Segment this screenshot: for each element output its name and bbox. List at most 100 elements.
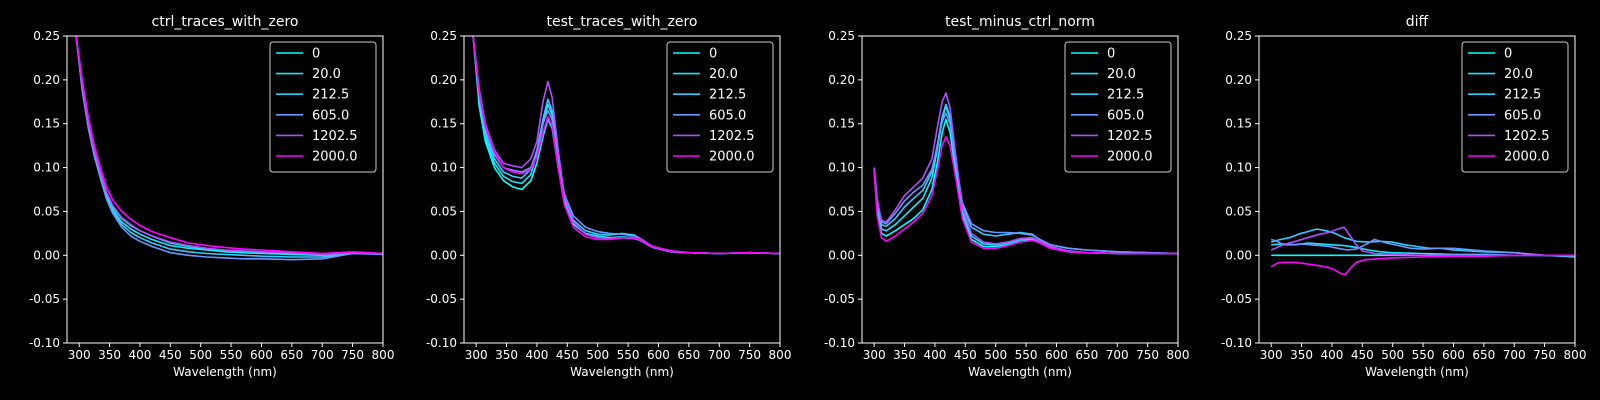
y-tick-label: 0.00 xyxy=(828,248,855,262)
series-line-1202.5 xyxy=(75,36,383,256)
series-line-605.0 xyxy=(75,36,383,261)
y-tick-label: 0.25 xyxy=(33,29,60,43)
y-tick-label: 0.05 xyxy=(1225,204,1252,218)
y-tick-label: 0.00 xyxy=(1225,248,1252,262)
y-tick-label: 0.05 xyxy=(828,204,855,218)
x-tick-label: 600 xyxy=(1045,348,1068,362)
y-tick-label: 0.10 xyxy=(1225,161,1252,175)
y-tick-label: 0.25 xyxy=(828,29,855,43)
series-line-605.0 xyxy=(1270,238,1575,257)
x-tick-label: 650 xyxy=(1472,348,1495,362)
x-tick-label: 300 xyxy=(1260,348,1283,362)
axes-frame xyxy=(463,35,781,344)
y-tick-label: 0.15 xyxy=(430,117,457,131)
y-tick-label: 0.25 xyxy=(1225,29,1252,43)
x-tick-label: 350 xyxy=(893,348,916,362)
y-tick-label: 0.20 xyxy=(430,73,457,87)
x-tick-label: 750 xyxy=(341,348,364,362)
series-line-1202.5 xyxy=(472,36,780,255)
y-tick-label: 0.20 xyxy=(33,73,60,87)
y-tick-label: -0.05 xyxy=(1221,292,1252,306)
x-tick-label: 600 xyxy=(250,348,273,362)
series-line-1202.5 xyxy=(1270,226,1575,257)
legend-entry: 0 xyxy=(709,47,717,62)
chart-panel-1: ctrl_traces_with_zero 300 350 400 450 500 550 6… xyxy=(29,14,395,379)
legend: 0 20.0 212.5 605.0 1202.5 2000.0 xyxy=(1461,41,1569,173)
legend-entry: 605.0 xyxy=(1107,108,1144,123)
legend-entry: 2000.0 xyxy=(709,150,755,165)
legend-entry: 605.0 xyxy=(312,108,349,123)
legend-entry: 20.0 xyxy=(709,67,738,82)
x-tick-label: 600 xyxy=(1442,348,1465,362)
x-tick-label: 750 xyxy=(738,348,761,362)
y-tick-label: 0.20 xyxy=(1225,73,1252,87)
x-tick-label: 450 xyxy=(954,348,977,362)
legend-entry: 20.0 xyxy=(312,67,341,82)
x-tick-label: 550 xyxy=(220,348,243,362)
x-tick-label: 750 xyxy=(1533,348,1556,362)
legend-box xyxy=(269,41,377,173)
x-tick-label: 700 xyxy=(311,348,334,362)
chart-panel-4: diff 300 350 400 450 500 550 600 650 700 750 800 -0.… xyxy=(1221,14,1587,379)
x-axis-label: Wavelength (nm) xyxy=(173,365,277,379)
x-tick-label: 750 xyxy=(1136,348,1159,362)
x-tick-label: 450 xyxy=(1351,348,1374,362)
x-tick-label: 400 xyxy=(1320,348,1343,362)
legend-entry: 1202.5 xyxy=(312,129,358,144)
x-tick-label: 700 xyxy=(1503,348,1526,362)
x-tick-label: 800 xyxy=(1167,348,1190,362)
legend-entry: 212.5 xyxy=(312,88,349,103)
legend-entry: 1202.5 xyxy=(709,129,755,144)
axes-frame xyxy=(1258,35,1576,344)
y-tick-label: -0.05 xyxy=(426,292,457,306)
series-line-212.5 xyxy=(1270,228,1575,258)
legend-entry: 1202.5 xyxy=(1107,129,1153,144)
x-axis-label: Wavelength (nm) xyxy=(968,365,1072,379)
chart-panel-3: test_minus_ctrl_norm 300 350 400 450 500 550 60… xyxy=(824,14,1190,379)
y-tick-label: 0.15 xyxy=(1225,117,1252,131)
y-tick-label: 0.15 xyxy=(33,117,60,131)
x-tick-label: 500 xyxy=(586,348,609,362)
series-group xyxy=(873,92,1178,255)
x-tick-label: 350 xyxy=(98,348,121,362)
series-line-2000.0 xyxy=(873,136,1178,255)
legend-box xyxy=(666,41,774,173)
y-tick-label: 0.25 xyxy=(430,29,457,43)
y-tick-label: 0.00 xyxy=(430,248,457,262)
y-tick-label: 0.10 xyxy=(33,161,60,175)
x-tick-label: 400 xyxy=(923,348,946,362)
legend-box xyxy=(1064,41,1172,173)
x-axis-label: Wavelength (nm) xyxy=(570,365,674,379)
legend: 0 20.0 212.5 605.0 1202.5 2000.0 xyxy=(269,41,377,173)
x-tick-label: 650 xyxy=(1075,348,1098,362)
x-tick-label: 300 xyxy=(863,348,886,362)
x-tick-label: 550 xyxy=(1015,348,1038,362)
legend-entry: 212.5 xyxy=(1504,88,1541,103)
x-tick-label: 800 xyxy=(1564,348,1587,362)
x-tick-label: 550 xyxy=(617,348,640,362)
x-tick-label: 350 xyxy=(495,348,518,362)
y-tick-label: 0.15 xyxy=(828,117,855,131)
y-tick-label: 0.05 xyxy=(33,204,60,218)
legend-entry: 605.0 xyxy=(709,108,746,123)
x-tick-label: 400 xyxy=(128,348,151,362)
series-line-2000.0 xyxy=(1270,254,1575,276)
legend-entry: 20.0 xyxy=(1504,67,1533,82)
series-group xyxy=(472,36,780,255)
y-tick-label: -0.10 xyxy=(426,336,457,350)
legend-entry: 2000.0 xyxy=(1107,150,1153,165)
x-tick-label: 550 xyxy=(1412,348,1435,362)
axes-frame xyxy=(66,35,384,344)
series-line-1202.5 xyxy=(873,92,1178,255)
x-axis-label: Wavelength (nm) xyxy=(1365,365,1469,379)
series-line-2000.0 xyxy=(472,36,780,255)
y-tick-label: -0.10 xyxy=(1221,336,1252,350)
x-tick-label: 650 xyxy=(677,348,700,362)
legend-entry: 0 xyxy=(1504,47,1512,62)
x-tick-label: 450 xyxy=(556,348,579,362)
chart-title: ctrl_traces_with_zero xyxy=(152,14,299,30)
legend: 0 20.0 212.5 605.0 1202.5 2000.0 xyxy=(666,41,774,173)
x-tick-label: 700 xyxy=(708,348,731,362)
y-tick-label: -0.10 xyxy=(824,336,855,350)
